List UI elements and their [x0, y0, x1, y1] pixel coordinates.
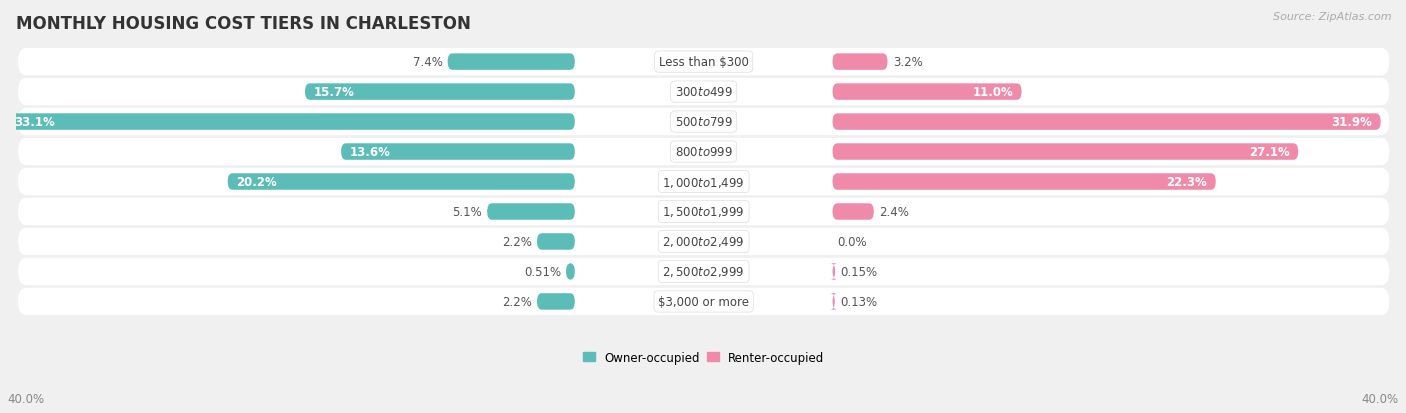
Text: 0.13%: 0.13%	[839, 295, 877, 308]
Text: 3.2%: 3.2%	[893, 56, 922, 69]
FancyBboxPatch shape	[832, 144, 1298, 160]
FancyBboxPatch shape	[537, 234, 575, 250]
FancyBboxPatch shape	[18, 79, 1389, 106]
Text: 40.0%: 40.0%	[1362, 392, 1399, 405]
FancyBboxPatch shape	[832, 84, 1022, 101]
Text: $800 to $999: $800 to $999	[675, 146, 733, 159]
FancyBboxPatch shape	[830, 294, 838, 310]
Text: Source: ZipAtlas.com: Source: ZipAtlas.com	[1274, 12, 1392, 22]
Text: 22.3%: 22.3%	[1167, 176, 1208, 189]
Text: MONTHLY HOUSING COST TIERS IN CHARLESTON: MONTHLY HOUSING COST TIERS IN CHARLESTON	[17, 15, 471, 33]
Legend: Owner-occupied, Renter-occupied: Owner-occupied, Renter-occupied	[583, 351, 824, 364]
Text: 31.9%: 31.9%	[1331, 116, 1372, 129]
Text: 2.4%: 2.4%	[879, 206, 908, 218]
Text: 0.51%: 0.51%	[524, 265, 561, 278]
FancyBboxPatch shape	[832, 114, 1381, 131]
Text: 0.0%: 0.0%	[838, 235, 868, 248]
Text: 13.6%: 13.6%	[350, 146, 391, 159]
Text: $2,500 to $2,999: $2,500 to $2,999	[662, 265, 745, 279]
FancyBboxPatch shape	[18, 288, 1389, 315]
FancyBboxPatch shape	[18, 138, 1389, 166]
FancyBboxPatch shape	[18, 109, 1389, 136]
FancyBboxPatch shape	[832, 54, 887, 71]
FancyBboxPatch shape	[6, 114, 575, 131]
Text: $3,000 or more: $3,000 or more	[658, 295, 749, 308]
Text: $300 to $499: $300 to $499	[675, 86, 733, 99]
Text: 15.7%: 15.7%	[314, 86, 354, 99]
FancyBboxPatch shape	[18, 169, 1389, 196]
Text: Less than $300: Less than $300	[659, 56, 748, 69]
Text: 11.0%: 11.0%	[972, 86, 1012, 99]
FancyBboxPatch shape	[18, 49, 1389, 76]
Text: 33.1%: 33.1%	[14, 116, 55, 129]
Text: 5.1%: 5.1%	[453, 206, 482, 218]
Text: 2.2%: 2.2%	[502, 235, 531, 248]
Text: $1,500 to $1,999: $1,500 to $1,999	[662, 205, 745, 219]
Text: $2,000 to $2,499: $2,000 to $2,499	[662, 235, 745, 249]
FancyBboxPatch shape	[228, 174, 575, 190]
FancyBboxPatch shape	[831, 263, 838, 280]
FancyBboxPatch shape	[18, 228, 1389, 256]
Text: 7.4%: 7.4%	[412, 56, 443, 69]
Text: $1,000 to $1,499: $1,000 to $1,499	[662, 175, 745, 189]
FancyBboxPatch shape	[18, 258, 1389, 285]
FancyBboxPatch shape	[537, 294, 575, 310]
FancyBboxPatch shape	[18, 198, 1389, 225]
FancyBboxPatch shape	[567, 263, 575, 280]
FancyBboxPatch shape	[305, 84, 575, 101]
FancyBboxPatch shape	[832, 174, 1216, 190]
Text: $500 to $799: $500 to $799	[675, 116, 733, 129]
Text: 20.2%: 20.2%	[236, 176, 277, 189]
Text: 0.15%: 0.15%	[841, 265, 877, 278]
FancyBboxPatch shape	[342, 144, 575, 160]
FancyBboxPatch shape	[486, 204, 575, 220]
FancyBboxPatch shape	[832, 204, 873, 220]
Text: 27.1%: 27.1%	[1249, 146, 1289, 159]
Text: 40.0%: 40.0%	[7, 392, 44, 405]
Text: 2.2%: 2.2%	[502, 295, 531, 308]
FancyBboxPatch shape	[447, 54, 575, 71]
